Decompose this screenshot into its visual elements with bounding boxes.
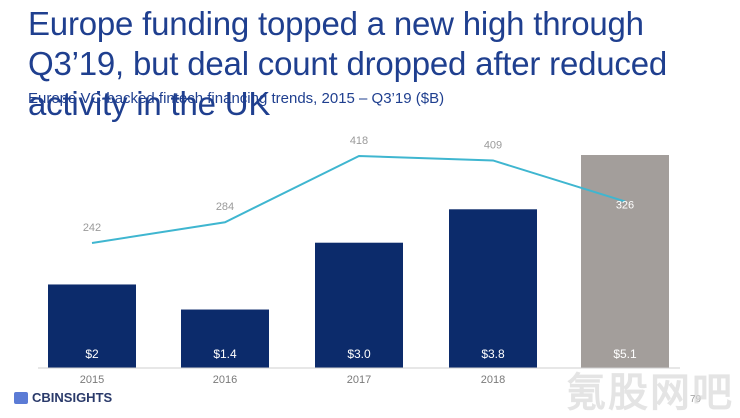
bar-labels-group: $2 $1.4 $3.0 $3.8 $5.1 [85, 347, 637, 361]
line-value-label-3: 409 [484, 139, 502, 151]
bar-value-label-2: $3.0 [347, 347, 371, 361]
bar-value-label-4: $5.1 [613, 347, 637, 361]
x-tick-label-1: 2016 [213, 374, 237, 386]
bar-value-label-1: $1.4 [213, 347, 237, 361]
bar-value-label-0: $2 [85, 347, 99, 361]
x-tick-label-2: 2017 [347, 374, 371, 386]
chart-subtitle: Europe VC-backed fintech financing trend… [28, 90, 445, 107]
bar-0 [48, 284, 136, 368]
bar-3 [449, 209, 537, 368]
x-tick-label-3: 2018 [481, 374, 505, 386]
x-ticks-group: 2015 2016 2017 2018 [38, 367, 680, 386]
line-value-label-0: 242 [83, 222, 101, 234]
page-number: 79 [690, 394, 702, 405]
deals-line [91, 154, 626, 244]
page-title: Europe funding topped a new high through… [28, 5, 668, 122]
line-group [91, 154, 626, 244]
bars-group [48, 155, 669, 368]
bar-value-label-3: $3.8 [481, 347, 505, 361]
bar-4 [581, 155, 669, 368]
bar-2 [315, 242, 403, 368]
cb-logo-icon [14, 391, 28, 404]
line-labels-group: 242 284 418 409 326 [83, 135, 634, 234]
line-value-label-4: 326 [616, 199, 634, 211]
bar-1 [181, 309, 269, 368]
x-tick-label-0: 2015 [80, 374, 104, 386]
cb-insights-logo: CBINSIGHTS [14, 390, 112, 405]
line-value-label-2: 418 [350, 135, 368, 147]
line-value-label-1: 284 [216, 201, 234, 213]
watermark: 氪股网吧 [566, 371, 734, 415]
